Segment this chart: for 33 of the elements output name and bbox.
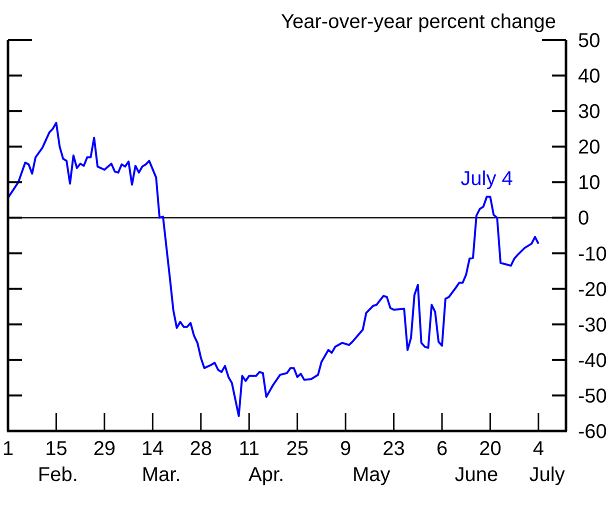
x-tick-label: 6 bbox=[436, 438, 448, 460]
y-tick-label: -60 bbox=[578, 421, 607, 443]
y-tick-label: 50 bbox=[578, 30, 600, 52]
x-tick-label: 25 bbox=[286, 438, 308, 460]
text: May bbox=[352, 464, 390, 486]
y-tick-label: 30 bbox=[578, 101, 600, 124]
x-tick-label: 28 bbox=[190, 438, 212, 460]
line-series bbox=[7, 122, 540, 418]
y-tick-label: 40 bbox=[578, 66, 600, 88]
text: June bbox=[454, 464, 498, 486]
text: July bbox=[529, 464, 565, 486]
x-tick-label: 11 bbox=[238, 438, 260, 460]
y-tick-label: -10 bbox=[578, 243, 607, 266]
x-tick-label: 9 bbox=[340, 438, 352, 460]
x-tick-label: 15 bbox=[45, 438, 68, 460]
y-axis-title: Year-over-year percent change bbox=[281, 11, 556, 33]
text: Mar. bbox=[142, 464, 181, 486]
text: Feb. bbox=[38, 464, 78, 486]
x-tick-label: 20 bbox=[479, 438, 502, 460]
x-tick-label: 14 bbox=[142, 438, 164, 460]
y-tick-label: 0 bbox=[578, 208, 590, 230]
y-tick-label: -50 bbox=[578, 385, 607, 408]
y-tick-label: -40 bbox=[578, 350, 607, 372]
x-tick-label: 23 bbox=[382, 438, 405, 460]
x-tick-label: 29 bbox=[93, 438, 116, 460]
y-tick-label: -30 bbox=[578, 314, 607, 336]
y-tick-label: 10 bbox=[578, 172, 600, 194]
x-tick-label: 4 bbox=[532, 438, 544, 460]
y-tick-label: 20 bbox=[578, 136, 600, 159]
text: Apr. bbox=[248, 464, 284, 486]
x-tick-label: 1 bbox=[2, 438, 14, 460]
y-tick-label: -20 bbox=[578, 278, 607, 301]
annotation: July 4 bbox=[460, 168, 513, 190]
